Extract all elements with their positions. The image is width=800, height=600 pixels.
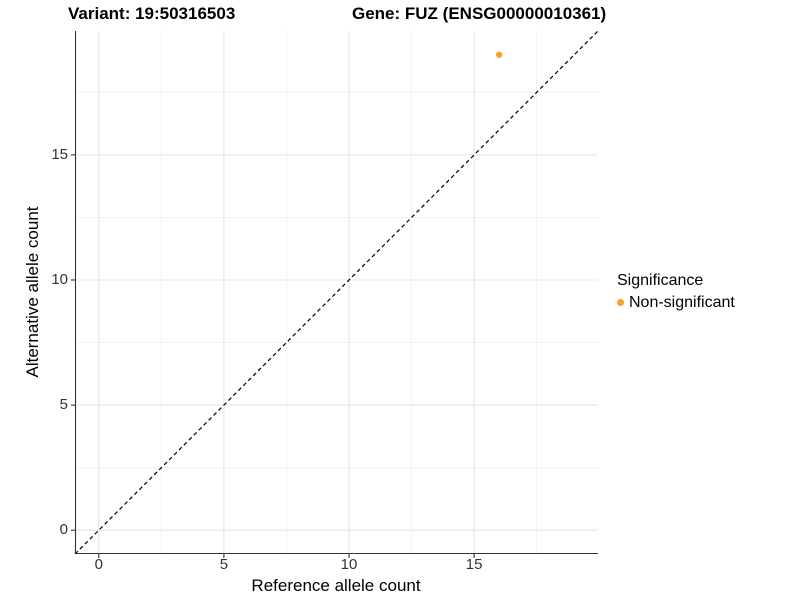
y-tick-label: 0 <box>59 521 68 539</box>
x-tick-label: 10 <box>340 556 358 573</box>
y-tick-label: 15 <box>51 145 68 163</box>
data-point <box>495 51 503 58</box>
legend-key-dot-icon <box>617 299 624 306</box>
legend-item: Non-significant <box>617 293 735 312</box>
x-tick-label: 5 <box>219 556 229 573</box>
variant-title: Variant: 19:50316503 <box>68 4 236 23</box>
legend-item-label: Non-significant <box>629 294 735 311</box>
gene-title: Gene: FUZ (ENSG00000010361) <box>352 4 607 23</box>
legend-items: Non-significant <box>617 293 735 312</box>
plot-line <box>74 30 599 555</box>
y-tick-label: 5 <box>59 396 68 414</box>
x-axis-title: Reference allele count <box>251 576 421 595</box>
y-axis-title: Alternative allele count <box>23 206 42 378</box>
y-tick-label: 10 <box>51 270 68 288</box>
x-tick-label: 15 <box>465 556 483 573</box>
legend: Significance Non-significant <box>617 272 735 312</box>
legend-title: Significance <box>617 272 704 289</box>
plot-panel <box>71 30 599 558</box>
x-tick-label: 0 <box>94 556 103 573</box>
